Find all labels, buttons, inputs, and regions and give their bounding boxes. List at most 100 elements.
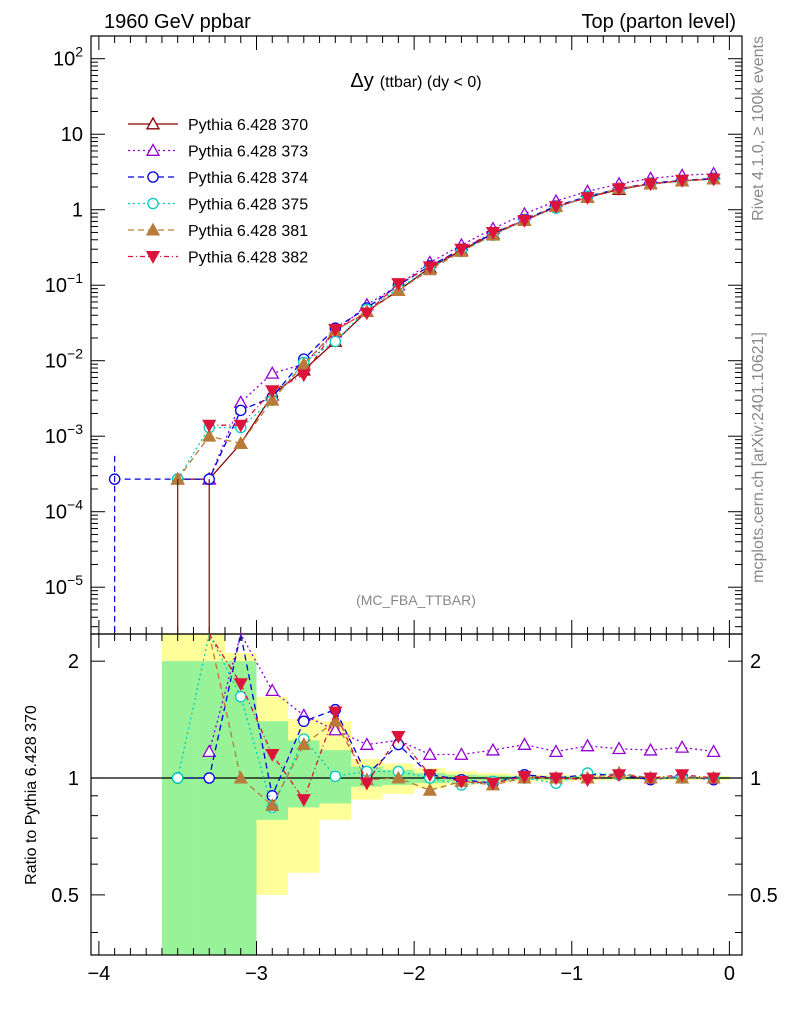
ratio-point [643, 772, 658, 786]
x-tick-label: −2 [403, 963, 426, 985]
rivet-label: Rivet 4.1.0, ≥ 100k events [750, 36, 767, 221]
legend-marker [145, 143, 161, 156]
ratio-frame [90, 633, 743, 956]
data-point [296, 369, 311, 383]
series-5 [202, 173, 721, 433]
data-point [517, 215, 532, 228]
legend-marker [147, 197, 159, 210]
series-4 [170, 171, 721, 485]
main-series [108, 166, 721, 634]
main-ytick-exp: −4 [67, 497, 83, 513]
main-ytick-exp: 2 [75, 44, 83, 60]
ratio-point [233, 678, 248, 692]
data-point [265, 366, 280, 379]
band-green [193, 661, 225, 955]
data-point [296, 356, 311, 370]
data-point [422, 261, 438, 275]
ratio-point [674, 769, 690, 783]
data-point [202, 419, 217, 433]
main-ytick-label: 10−2 [45, 346, 83, 373]
ratio-point [328, 722, 343, 736]
data-point [202, 428, 217, 442]
ratio-point [203, 772, 215, 784]
ratio-point [422, 782, 438, 796]
ratio-point [328, 706, 343, 720]
ratio-point [422, 747, 438, 760]
data-point [234, 404, 247, 417]
data-point [265, 385, 280, 399]
main-ytick-label: 10−3 [45, 421, 83, 448]
ratio-series [171, 632, 721, 814]
ratio-ytick-label-right: 1 [750, 768, 761, 790]
main-ytick-base: 1 [72, 200, 83, 222]
x-tick-label: −4 [87, 963, 110, 985]
ratio-point [517, 737, 532, 750]
data-point [611, 183, 627, 197]
ratio-point [548, 744, 564, 758]
ratio-point [611, 741, 627, 755]
series-3 [171, 173, 720, 485]
main-ytick-base: 10 [45, 351, 67, 373]
mcplots-label: mcplots.cern.ch [arXiv:2401.10621] [750, 332, 767, 583]
ratio-point [359, 777, 374, 791]
legend-marker [147, 171, 159, 183]
ratio-point [296, 737, 311, 750]
ratio-point [265, 749, 280, 762]
ratio-point [611, 769, 627, 783]
data-point [359, 307, 374, 321]
ratio-point [265, 798, 280, 811]
main-ytick-base: 10 [45, 426, 67, 448]
ratio-point [517, 770, 532, 784]
legend-label: Pythia 6.428 374 [188, 170, 308, 187]
series-0 [170, 171, 721, 485]
ratio-ytick-label-left: 2 [68, 651, 79, 673]
data-point [454, 243, 469, 257]
ratio-point [296, 794, 311, 807]
ratio-point [643, 742, 658, 756]
ratio-point [548, 772, 564, 786]
legend-marker [145, 251, 161, 264]
series-line [208, 173, 714, 480]
data-point [706, 173, 721, 187]
ratio-axes: 0.5 0.5 1 1 2 2 −4 −3 −2 −1 0 [51, 633, 778, 985]
main-ytick-base: 10 [45, 577, 67, 599]
legend-marker [145, 222, 161, 236]
header-left: 1960 GeV ppbar [104, 11, 251, 33]
main-ytick-base: 10 [53, 49, 75, 71]
header-right: Top (parton level) [581, 11, 736, 33]
main-ytick-label: 102 [53, 44, 83, 71]
main-ytick-label: 1 [72, 200, 83, 222]
ratio-bands [161, 634, 730, 955]
ratio-ytick-label-left: 1 [68, 768, 79, 790]
ratio-point [580, 738, 595, 752]
ratio-point [359, 737, 374, 750]
legend-label: Pythia 6.428 375 [188, 197, 308, 214]
main-ytick-base: 10 [45, 502, 67, 524]
ratio-point [674, 739, 690, 753]
ratio-ytick-label-left: 0.5 [51, 885, 79, 907]
ratio-ytick-label-right: 0.5 [750, 885, 778, 907]
data-point [391, 278, 406, 291]
legend-label: Pythia 6.428 370 [188, 117, 308, 134]
band-green [161, 661, 194, 955]
main-ytick-exp: −1 [67, 270, 83, 286]
ratio-point [391, 730, 406, 744]
ratio-ytick-label-right: 2 [750, 651, 761, 673]
series-line [209, 178, 714, 426]
ratio-point [422, 769, 438, 783]
data-point [580, 192, 595, 205]
main-ytick-base: 10 [61, 124, 83, 146]
ratio-ylabel: Ratio to Pythia 6.428 370 [23, 705, 40, 885]
main-ytick-exp: −5 [67, 572, 83, 588]
data-point [674, 174, 690, 188]
ratio-point [329, 770, 342, 783]
legend-label: Pythia 6.428 382 [188, 250, 308, 267]
data-point [233, 419, 248, 433]
band-green [224, 661, 257, 955]
main-ytick-base: 10 [45, 275, 67, 297]
ratio-point [706, 744, 721, 758]
ratio-point [454, 747, 469, 760]
x-tick-label: −3 [245, 963, 268, 985]
